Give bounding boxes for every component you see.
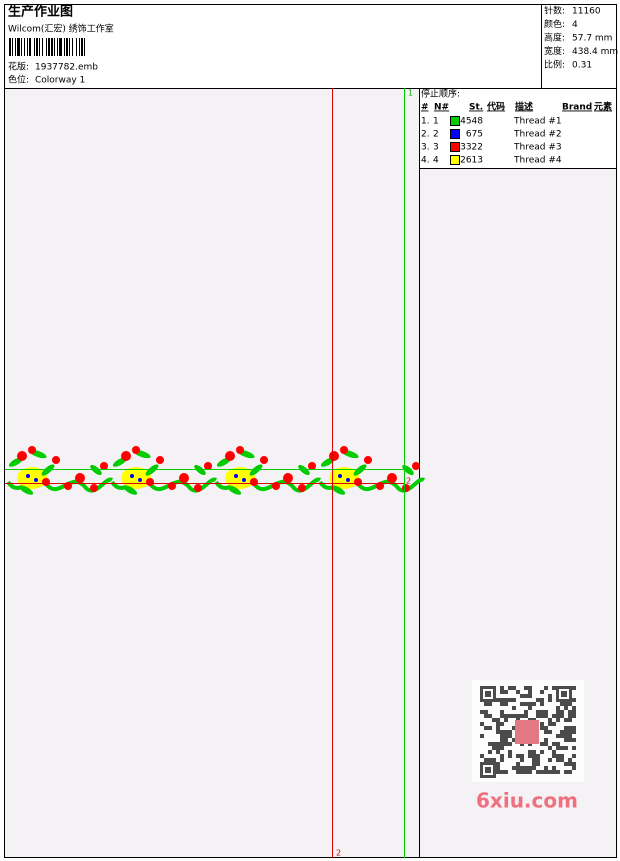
- thread-swatch: [450, 142, 460, 152]
- needle: 2: [433, 130, 439, 140]
- stitches: 3322: [460, 143, 483, 153]
- stat-label: 宽度:: [544, 45, 565, 57]
- column-header: N#: [434, 103, 449, 113]
- stat-value: 4: [572, 20, 578, 30]
- stop-title: 停止顺序:: [421, 88, 460, 100]
- studio: Wilcom(汇宏) 绣饰工作室: [8, 23, 114, 35]
- stop-table: # N# St. 代码 描述 Brand 元素 1. 1 4548 Thread #1 2. 2 675 T…: [421, 101, 612, 166]
- description: Thread #4: [513, 156, 562, 166]
- design-label: 花版:: [8, 61, 29, 73]
- stitches: 4548: [460, 117, 483, 127]
- thread-swatch: [450, 155, 460, 165]
- needle: 1: [433, 117, 439, 127]
- stat-value: 11160: [572, 7, 601, 17]
- description: Thread #2: [513, 130, 562, 140]
- description: Thread #3: [513, 143, 562, 153]
- stitches: 675: [466, 130, 483, 140]
- stat-value: 0.31: [572, 61, 592, 71]
- thread-swatch: [450, 116, 460, 126]
- stat-value: 57.7 mm: [572, 34, 612, 44]
- stitches: 2613: [460, 156, 483, 166]
- row-index: 4.: [421, 156, 430, 166]
- stat-value: 438.4 mm: [572, 47, 618, 57]
- row-index: 3.: [421, 143, 430, 153]
- stat-label: 比例:: [544, 59, 565, 71]
- marker-red-vertical: 2: [336, 849, 341, 858]
- row-index: 2.: [421, 130, 430, 140]
- column-header: 描述: [515, 101, 533, 113]
- colorway: Colorway 1: [35, 76, 85, 86]
- design-file: 1937782.emb: [35, 63, 98, 73]
- description: Thread #1: [513, 117, 562, 127]
- stat-label: 高度:: [544, 32, 565, 44]
- marker-green: 1: [408, 89, 413, 98]
- stats: 针数: 11160 颜色: 4 高度: 57.7 mm 宽度: 438.4 mm 比例: 0.31: [544, 5, 618, 71]
- needle: 3: [433, 143, 439, 153]
- colorway-label: 色位:: [8, 74, 29, 86]
- column-header: Brand: [562, 103, 592, 113]
- stat-label: 针数:: [544, 5, 565, 17]
- column-header: #: [421, 103, 429, 113]
- column-header: St.: [469, 103, 483, 113]
- column-header: 代码: [486, 101, 505, 113]
- qr-watermark: [472, 680, 584, 782]
- column-header: 元素: [594, 101, 612, 113]
- stat-label: 颜色:: [544, 18, 565, 30]
- watermark: 6xiu.com: [476, 789, 578, 813]
- title: 生产作业图: [8, 4, 73, 20]
- thread-swatch: [450, 129, 460, 139]
- row-index: 1.: [421, 117, 430, 127]
- marker-red-horizontal: 2: [406, 477, 411, 486]
- barcode: [9, 38, 85, 56]
- needle: 4: [433, 156, 439, 166]
